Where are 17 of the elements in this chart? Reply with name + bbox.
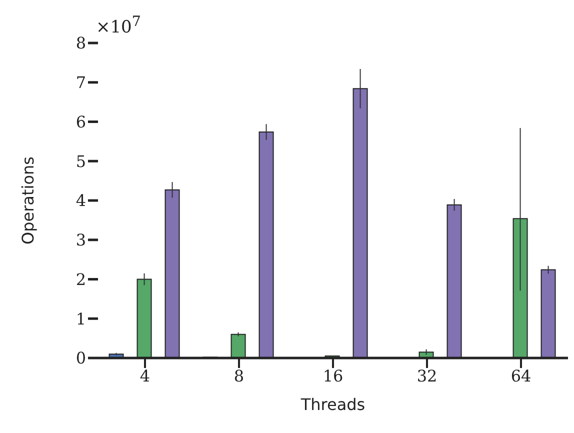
- y-tick-label: 7: [76, 73, 86, 92]
- y-tick-label: 0: [76, 348, 86, 368]
- text: ×10$^{7}$: [96, 14, 141, 38]
- y-axis-title: Operations: [18, 156, 38, 244]
- y-tick-label: 5: [76, 152, 86, 171]
- y-tick-label: 1: [76, 309, 86, 328]
- x-tick-label: 16: [322, 366, 344, 386]
- y-tick-label: 2: [76, 270, 86, 289]
- x-tick-label: 32: [416, 366, 438, 386]
- y-tick-label: 8: [76, 34, 86, 53]
- x-tick-label: 8: [234, 366, 244, 386]
- x-axis-title: Threads: [300, 395, 366, 414]
- y-tick-label: 6: [76, 112, 86, 132]
- y-tick-label: 4: [76, 191, 86, 210]
- x-tick-label: 64: [510, 366, 532, 386]
- x-tick-label: 4: [140, 366, 150, 386]
- y-tick-label: 3: [76, 230, 86, 250]
